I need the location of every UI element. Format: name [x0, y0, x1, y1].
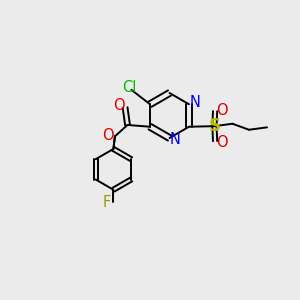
Text: N: N	[190, 95, 200, 110]
Text: O: O	[216, 135, 227, 150]
Text: F: F	[103, 195, 111, 210]
Text: O: O	[103, 128, 114, 143]
Text: Cl: Cl	[122, 80, 137, 95]
Text: S: S	[208, 117, 220, 135]
Text: O: O	[113, 98, 125, 113]
Text: O: O	[216, 103, 227, 118]
Text: N: N	[170, 132, 181, 147]
